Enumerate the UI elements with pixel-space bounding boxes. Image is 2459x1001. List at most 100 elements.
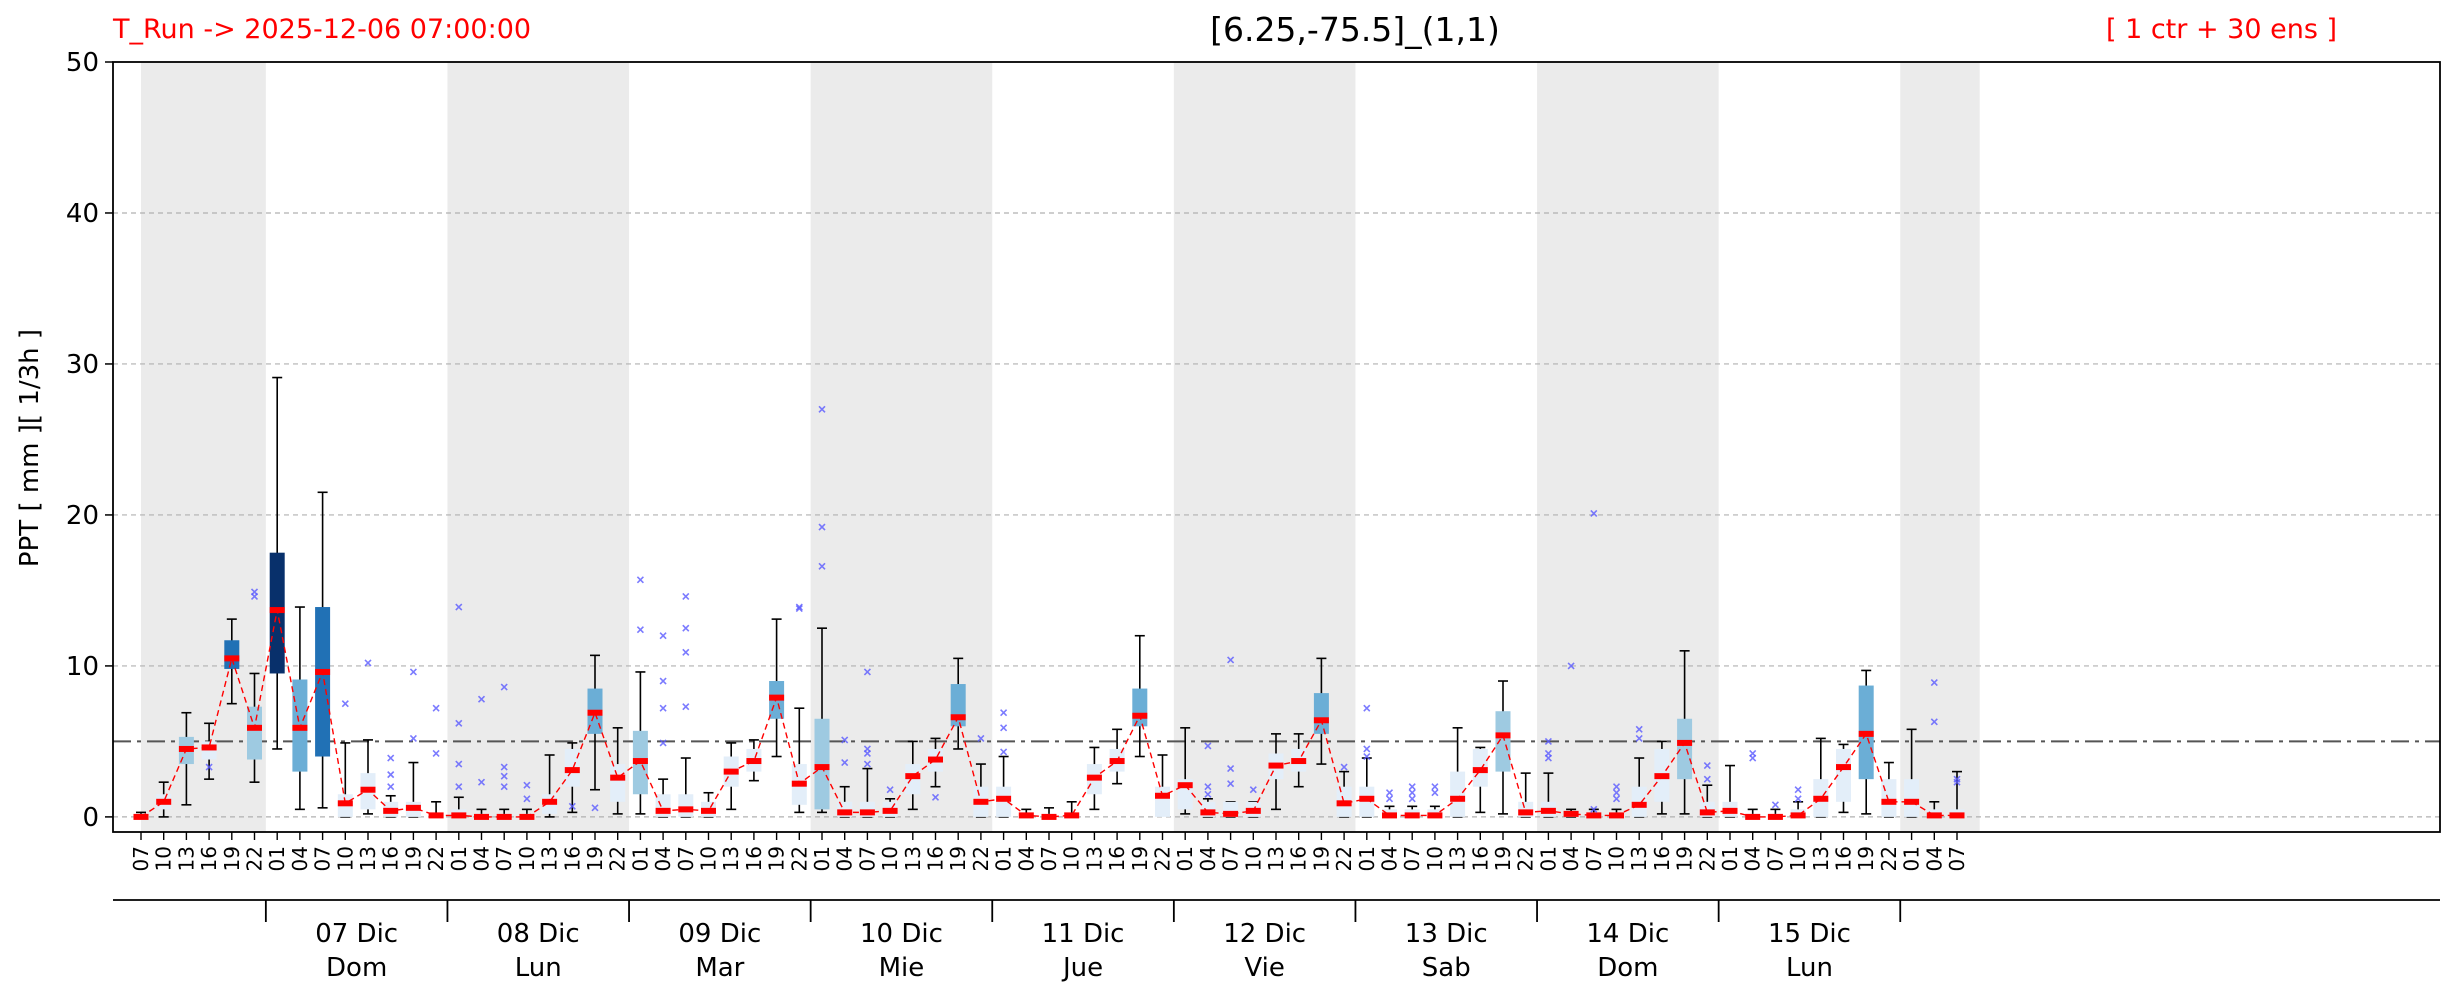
median-mark xyxy=(905,773,921,780)
hour-tick-label: 16 xyxy=(560,846,584,871)
hour-tick-label: 01 xyxy=(447,846,471,871)
box xyxy=(1495,711,1511,772)
median-connector xyxy=(140,609,1957,818)
box xyxy=(1904,779,1920,817)
median-mark xyxy=(587,709,603,716)
outlier-marker xyxy=(1612,795,1621,803)
box xyxy=(1155,786,1170,817)
day-date-label: 13 Dic xyxy=(1405,919,1488,949)
hour-tick-label: 19 xyxy=(583,846,607,871)
outlier-marker xyxy=(1930,718,1938,726)
outlier-marker xyxy=(659,739,667,747)
y-tick-label: 0 xyxy=(82,803,99,833)
run-time-label: T_Run -> 2025-12-06 07:00:00 xyxy=(113,14,532,45)
median-mark xyxy=(564,767,580,774)
outlier-marker xyxy=(387,754,395,762)
box xyxy=(1359,786,1375,817)
outlier-marker xyxy=(818,405,826,413)
outlier-marker xyxy=(795,603,803,611)
outlier-marker xyxy=(1408,789,1416,797)
hour-tick-label: 10 xyxy=(333,846,357,871)
hour-tick-label: 16 xyxy=(924,846,948,871)
hour-tick-label: 13 xyxy=(901,846,925,871)
median-mark xyxy=(1790,812,1806,819)
box xyxy=(1677,718,1693,780)
outlier-marker xyxy=(1703,762,1711,770)
median-mark xyxy=(928,756,943,763)
y-axis-label: PPT [ mm ][ 1/3h ] xyxy=(15,329,45,567)
hour-tick-label: 13 xyxy=(1264,846,1288,871)
outlier-marker xyxy=(432,704,440,712)
outlier-marker xyxy=(1385,795,1394,803)
outlier-marker xyxy=(432,749,440,758)
hour-tick-label: 16 xyxy=(1287,846,1311,871)
outlier-marker xyxy=(977,734,985,742)
hour-tick-label: 22 xyxy=(1695,846,1719,871)
outlier-marker xyxy=(863,668,871,676)
hour-tick-label: 01 xyxy=(992,846,1016,871)
hour-tick-label: 16 xyxy=(1468,846,1492,871)
hour-tick-label: 13 xyxy=(1446,846,1470,871)
median-mark xyxy=(1382,812,1397,819)
y-tick-label: 50 xyxy=(66,48,99,78)
hour-tick-label: 16 xyxy=(379,846,403,871)
day-date-label: 15 Dic xyxy=(1768,919,1851,949)
day-date-label: 14 Dic xyxy=(1586,919,1669,949)
outlier-marker xyxy=(1612,783,1621,791)
hour-tick-label: 22 xyxy=(1332,846,1356,871)
outlier-marker xyxy=(1794,795,1802,803)
outlier-marker xyxy=(931,793,940,801)
outlier-marker xyxy=(409,668,417,676)
box xyxy=(678,794,694,817)
hour-tick-label: 13 xyxy=(174,846,198,871)
outlier-marker xyxy=(818,523,826,531)
outlier-marker xyxy=(1385,789,1394,797)
hour-tick-label: 13 xyxy=(1809,846,1833,871)
axes: 0102030405007101316192201040710131619220… xyxy=(66,48,2441,983)
hour-tick-label: 07 xyxy=(1219,846,1243,871)
chart-title: [6.25,-75.5]_(1,1) xyxy=(1210,10,1500,49)
day-weekday-label: Sab xyxy=(1422,953,1471,983)
hour-tick-label: 22 xyxy=(787,846,811,871)
day-weekday-label: Lun xyxy=(515,953,562,983)
outlier-marker xyxy=(523,781,531,789)
hour-tick-label: 04 xyxy=(833,846,857,871)
box xyxy=(1132,688,1148,727)
hour-tick-label: 19 xyxy=(765,846,789,871)
outlier-marker xyxy=(682,592,690,601)
hour-tick-label: 07 xyxy=(1037,846,1061,871)
hour-tick-label: 04 xyxy=(1378,846,1402,871)
outlier-marker xyxy=(1794,786,1802,794)
outlier-marker xyxy=(1000,709,1008,717)
outlier-marker xyxy=(1408,795,1416,803)
hour-tick-label: 01 xyxy=(1718,846,1742,871)
outlier-marker xyxy=(818,562,826,570)
outlier-marker xyxy=(1635,734,1643,742)
hour-tick-label: 04 xyxy=(1741,846,1765,871)
hour-tick-label: 22 xyxy=(1877,846,1901,871)
median-mark xyxy=(1631,801,1647,808)
box xyxy=(996,786,1012,817)
hour-tick-label: 16 xyxy=(1650,846,1674,871)
outlier-marker xyxy=(477,695,486,703)
outlier-marker xyxy=(1431,783,1439,791)
median-mark xyxy=(610,774,626,781)
shade-band xyxy=(141,62,266,832)
median-mark xyxy=(1336,800,1352,807)
hour-tick-label: 19 xyxy=(220,846,244,871)
hour-tick-label: 01 xyxy=(628,846,652,871)
box xyxy=(224,640,240,669)
hour-tick-label: 13 xyxy=(719,846,743,871)
hour-tick-label: 16 xyxy=(1832,846,1856,871)
day-weekday-label: Mar xyxy=(695,953,744,983)
outlier-marker xyxy=(455,719,463,727)
outlier-marker xyxy=(477,778,486,786)
box xyxy=(1631,786,1647,817)
hour-tick-label: 22 xyxy=(243,846,267,871)
box xyxy=(905,764,921,795)
outlier-marker xyxy=(1227,656,1235,664)
hour-tick-label: 07 xyxy=(1945,846,1969,871)
outlier-marker xyxy=(1703,775,1711,783)
median-mark xyxy=(1722,807,1738,814)
outlier-marker xyxy=(409,734,417,742)
